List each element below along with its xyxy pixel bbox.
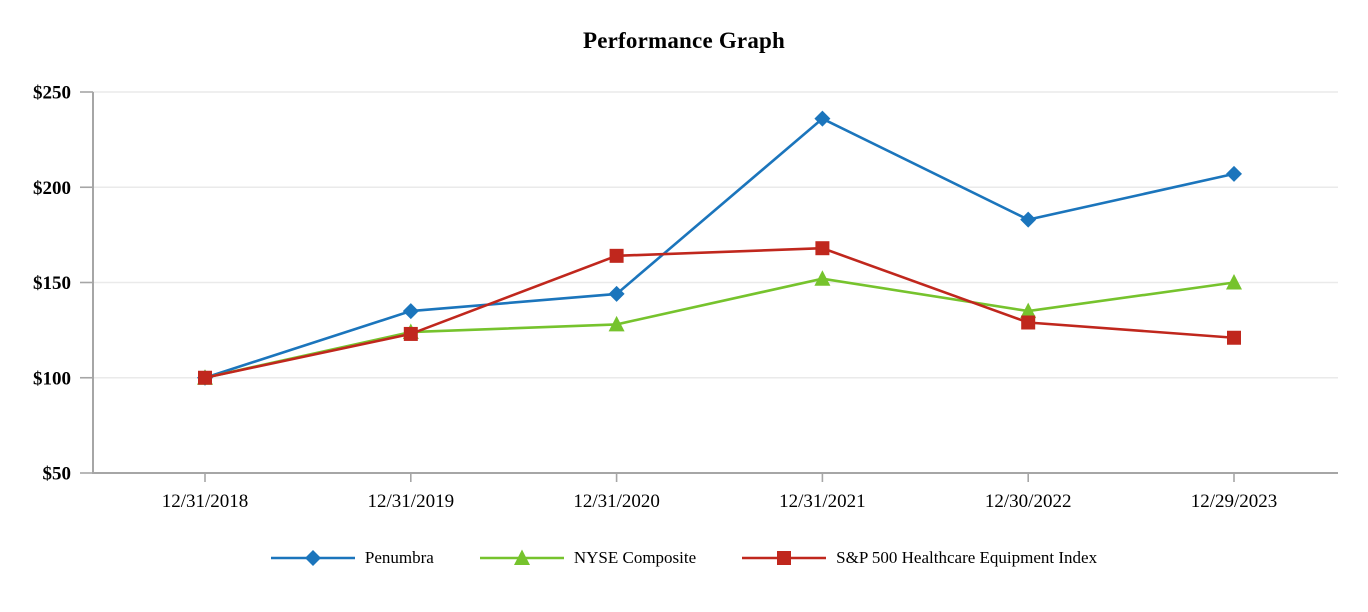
data-point-penumbra-3 xyxy=(814,110,831,127)
legend-item-penumbra: Penumbra xyxy=(270,548,434,568)
data-point-nyse-composite-2 xyxy=(608,315,625,332)
data-point-penumbra-5 xyxy=(1226,165,1242,182)
data-point-s-p-500-healthcare-equipment-index-5 xyxy=(1227,330,1241,345)
chart-legend: Penumbra NYSE Composite S&P 500 Healthcare… xyxy=(0,548,1368,568)
data-point-s-p-500-healthcare-equipment-index-1 xyxy=(403,326,418,341)
x-tick-label: 12/31/2020 xyxy=(573,491,660,512)
chart-title: Performance Graph xyxy=(582,28,786,53)
data-point-nyse-composite-4 xyxy=(1020,302,1037,319)
y-tick-label: $150 xyxy=(33,273,71,294)
legend-item-nyse-composite: NYSE Composite xyxy=(479,548,697,568)
data-point-s-p-500-healthcare-equipment-index-3 xyxy=(815,241,830,256)
data-point-nyse-composite-5 xyxy=(1226,274,1242,290)
x-tick-label: 12/31/2019 xyxy=(368,491,455,512)
series-line-penumbra xyxy=(204,117,1235,379)
data-point-penumbra-1 xyxy=(402,303,419,320)
y-tick-label: $50 xyxy=(43,464,72,485)
data-point-nyse-composite-3 xyxy=(814,270,831,286)
series-line-s-p-500-healthcare-equipment-index xyxy=(204,246,1235,380)
legend-label: S&P 500 Healthcare Equipment Index xyxy=(836,548,1098,567)
x-tick-label: 12/31/2018 xyxy=(162,491,249,512)
series-line-nyse-composite xyxy=(204,277,1235,380)
y-tick-label: $200 xyxy=(33,178,71,199)
data-point-s-p-500-healthcare-equipment-index-4 xyxy=(1021,315,1036,330)
performance-line-chart: $50 $100 $150 $200 $250 12/31/2018 12/31/2019 1… xyxy=(33,83,1338,512)
legend-item-s-p-500-healthcare-equipment-index: S&P 500 Healthcare Equipment Index xyxy=(742,548,1097,568)
legend-label: Penumbra xyxy=(364,548,434,567)
data-point-s-p-500-healthcare-equipment-index-2 xyxy=(609,248,624,263)
x-tick-label: 12/30/2022 xyxy=(985,491,1072,512)
data-point-penumbra-4 xyxy=(1020,211,1037,228)
legend-marker-square-icon xyxy=(742,551,827,565)
data-point-s-p-500-healthcare-equipment-index-0 xyxy=(198,370,212,385)
y-tick-label: $100 xyxy=(33,368,71,389)
data-point-penumbra-2 xyxy=(608,285,625,302)
y-tick-label: $250 xyxy=(33,83,71,104)
legend-label: NYSE Composite xyxy=(573,548,697,567)
x-tick-label: 12/31/2021 xyxy=(779,491,866,512)
legend-marker-triangle-icon xyxy=(479,549,564,565)
x-tick-label: 12/29/2023 xyxy=(1191,491,1278,512)
legend-marker-diamond-icon xyxy=(270,550,355,566)
